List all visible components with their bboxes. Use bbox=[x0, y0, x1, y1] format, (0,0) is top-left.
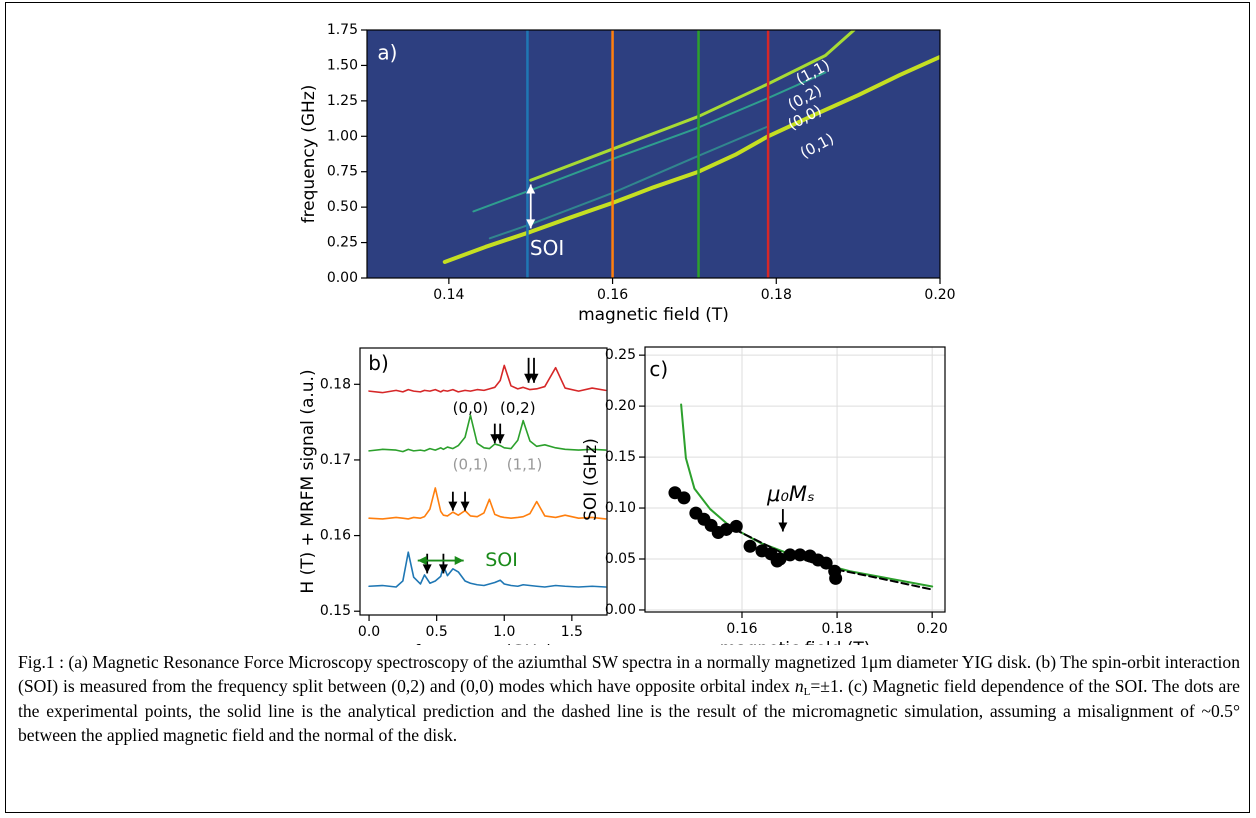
caption-subscript: L bbox=[803, 686, 811, 699]
plot-frame bbox=[644, 346, 946, 613]
y-tick-label: 0.15 bbox=[605, 449, 636, 465]
annotation: SOI bbox=[530, 236, 564, 260]
data-line bbox=[529, 30, 856, 182]
x-axis-label: magnetic field (T) bbox=[578, 305, 729, 325]
y-tick-label: 0.20 bbox=[605, 398, 636, 414]
arrow-head bbox=[454, 556, 464, 566]
data-point bbox=[729, 519, 743, 533]
plot-area bbox=[368, 364, 607, 588]
x-tick-label: 0.20 bbox=[924, 287, 955, 303]
data-line bbox=[472, 71, 827, 213]
arrow-head bbox=[526, 184, 536, 194]
x-tick-label: 0.5 bbox=[426, 624, 448, 640]
arrow-head bbox=[495, 434, 505, 444]
arrow bbox=[422, 553, 432, 574]
arrow-head bbox=[460, 501, 470, 511]
y-tick-label: 0.10 bbox=[605, 500, 636, 516]
x-tick-label: 0.18 bbox=[761, 287, 792, 303]
y-tick-label: 0.16 bbox=[320, 528, 351, 544]
arrow-head bbox=[526, 219, 536, 229]
y-tick-label: 0.15 bbox=[320, 603, 351, 619]
annotation: μ₀Mₛ bbox=[766, 482, 815, 506]
arrow bbox=[490, 423, 500, 444]
x-tick-label: 1.5 bbox=[561, 624, 583, 640]
arrow bbox=[448, 491, 458, 511]
data-point bbox=[677, 491, 691, 505]
x-axis-label: magnetic field (T) bbox=[720, 639, 871, 645]
annotation: (0,2) bbox=[500, 399, 536, 417]
arrow-head bbox=[422, 564, 432, 574]
x-tick-label: 0.14 bbox=[433, 287, 464, 303]
plot-area bbox=[668, 403, 934, 591]
data-point bbox=[819, 556, 833, 570]
x-tick-label: 0.0 bbox=[358, 624, 380, 640]
y-tick-label: 0.25 bbox=[327, 235, 358, 251]
data-point bbox=[783, 548, 797, 562]
annotation: a) bbox=[377, 41, 397, 65]
y-tick-label: 1.25 bbox=[327, 93, 358, 109]
caption-symbol: n bbox=[794, 676, 804, 697]
caption: Fig.1 : (a) Magnetic Resonance Force Mic… bbox=[18, 650, 1240, 748]
data-line bbox=[368, 551, 607, 588]
data-line bbox=[368, 364, 607, 394]
arrow-head bbox=[438, 564, 448, 574]
x-tick-label: 1.0 bbox=[493, 624, 515, 640]
y-tick-label: 0.25 bbox=[605, 347, 636, 363]
data-point bbox=[719, 522, 733, 536]
y-tick-label: 0.50 bbox=[327, 199, 358, 215]
annotation: (1,1) bbox=[507, 456, 543, 474]
y-axis-label: H (T) + MRFM signal (a.u.) bbox=[298, 369, 318, 593]
figure: 0.14 0.16 0.18 0.20 0.00 0.25 0.50 0.75 1.00 1.25… bbox=[298, 22, 956, 645]
y-tick-label: 1.50 bbox=[327, 57, 358, 73]
x-tick-label: 0.20 bbox=[917, 621, 948, 637]
arrow-head bbox=[417, 556, 427, 566]
data-point bbox=[829, 571, 843, 585]
y-tick-label: 0.00 bbox=[327, 270, 358, 286]
x-tick-label: 0.16 bbox=[726, 621, 757, 637]
annotation: (0,1) bbox=[453, 456, 489, 474]
y-tick-label: 0.00 bbox=[605, 602, 636, 618]
plot-frame bbox=[366, 29, 941, 279]
y-axis-label: frequency (GHz) bbox=[299, 85, 319, 224]
arrow bbox=[529, 357, 539, 383]
y-tick-label: 1.00 bbox=[327, 128, 358, 144]
figure-border bbox=[5, 2, 1250, 813]
arrow-head bbox=[448, 501, 458, 511]
x-tick-label: 0.16 bbox=[597, 287, 628, 303]
y-tick-label: 1.75 bbox=[327, 22, 358, 38]
annotation: b) bbox=[368, 351, 389, 375]
y-tick-label: 0.17 bbox=[320, 452, 351, 468]
arrow-head bbox=[529, 373, 539, 383]
data-point bbox=[793, 548, 807, 562]
annotation: (0,0) bbox=[453, 399, 489, 417]
annotation: SOI bbox=[485, 549, 518, 571]
y-axis-label: SOI (GHz) bbox=[581, 438, 601, 521]
arrow bbox=[778, 509, 788, 532]
arrow bbox=[438, 553, 448, 574]
y-tick-label: 0.18 bbox=[320, 376, 351, 392]
caption-text: Fig.1 : (a) Magnetic Resonance Force Mic… bbox=[18, 652, 1240, 697]
arrow bbox=[495, 423, 505, 444]
arrow bbox=[524, 357, 534, 383]
arrow bbox=[460, 491, 470, 511]
x-tick-label: 0.18 bbox=[821, 621, 852, 637]
data-point bbox=[773, 552, 787, 566]
data-line bbox=[368, 487, 607, 520]
x-axis-label: frequency (GHz) bbox=[414, 642, 553, 645]
caption-text: =±1. (c) Magnetic field dependence of th… bbox=[18, 676, 1240, 746]
y-tick-label: 0.05 bbox=[605, 551, 636, 567]
y-tick-label: 0.75 bbox=[327, 164, 358, 180]
arrow bbox=[526, 184, 536, 229]
plot-background bbox=[367, 30, 940, 278]
data-line bbox=[368, 414, 607, 453]
annotation: c) bbox=[649, 357, 668, 381]
arrow bbox=[417, 556, 464, 566]
plot-frame bbox=[359, 347, 608, 616]
arrow-head bbox=[778, 522, 788, 532]
data-point bbox=[743, 539, 757, 553]
